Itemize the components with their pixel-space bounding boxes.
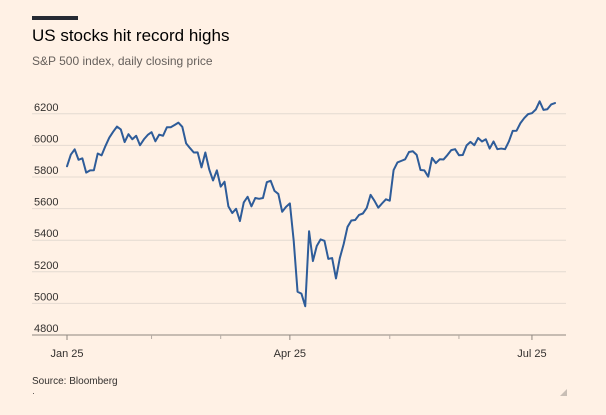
resize-corner-icon [560, 389, 567, 396]
header-accent-bar [32, 16, 78, 20]
y-tick-label: 5400 [34, 228, 58, 240]
x-tick-label: Jul 25 [517, 348, 546, 360]
y-tick-label: 5800 [34, 165, 58, 177]
y-tick-label: 6200 [34, 102, 58, 114]
series-line [66, 100, 556, 308]
y-tick-label: 4800 [34, 323, 58, 335]
x-tick-label: Apr 25 [274, 348, 306, 360]
gridlines [32, 113, 566, 336]
y-tick-label: 6000 [34, 133, 58, 145]
y-axis-tick-labels: 4800 5000 5200 5400 5600 5800 6000 6200 [34, 102, 58, 335]
chart-title: US stocks hit record highs [32, 26, 230, 45]
chart-subtitle: S&P 500 index, daily closing price [32, 54, 213, 68]
y-tick-label: 5000 [34, 291, 58, 303]
y-tick-label: 5600 [34, 197, 58, 209]
footer-dot [33, 393, 34, 394]
x-axis-ticks: Jan 25 Apr 25 Jul 25 [50, 335, 547, 360]
y-tick-label: 5200 [34, 260, 58, 272]
source-note: Source: Bloomberg [32, 376, 118, 387]
series-layer [66, 100, 556, 308]
x-tick-label: Jan 25 [50, 348, 83, 360]
